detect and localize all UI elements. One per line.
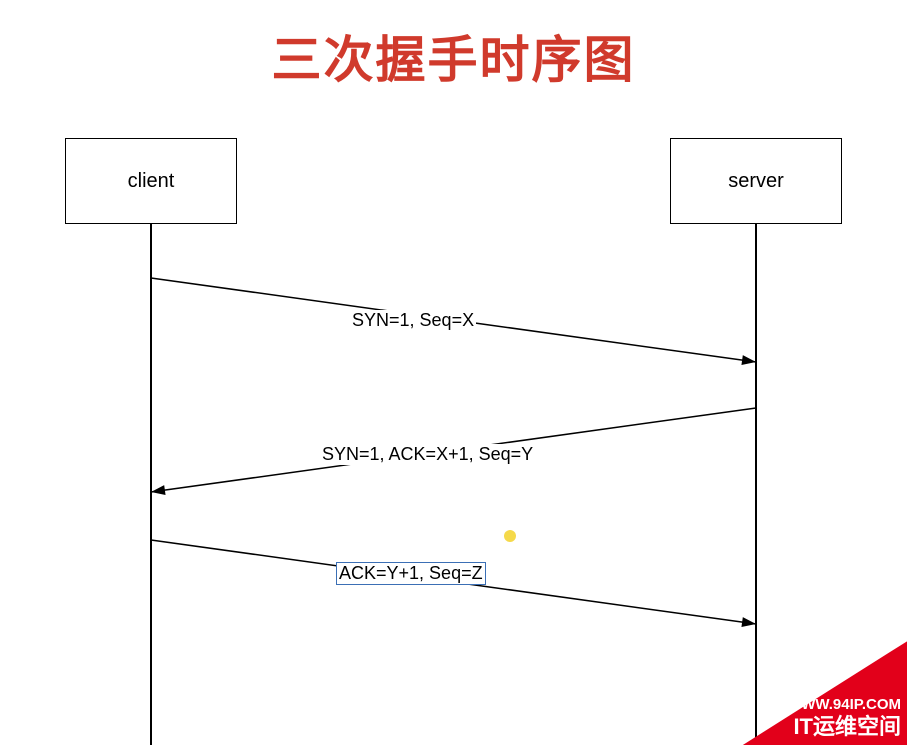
message-2-label: SYN=1, ACK=X+1, Seq=Y bbox=[320, 444, 535, 465]
sequence-diagram-svg bbox=[0, 0, 907, 745]
message-1-label: SYN=1, Seq=X bbox=[350, 310, 476, 331]
message-3-label: ACK=Y+1, Seq=Z bbox=[336, 562, 486, 585]
cursor-highlight-dot bbox=[504, 530, 516, 542]
